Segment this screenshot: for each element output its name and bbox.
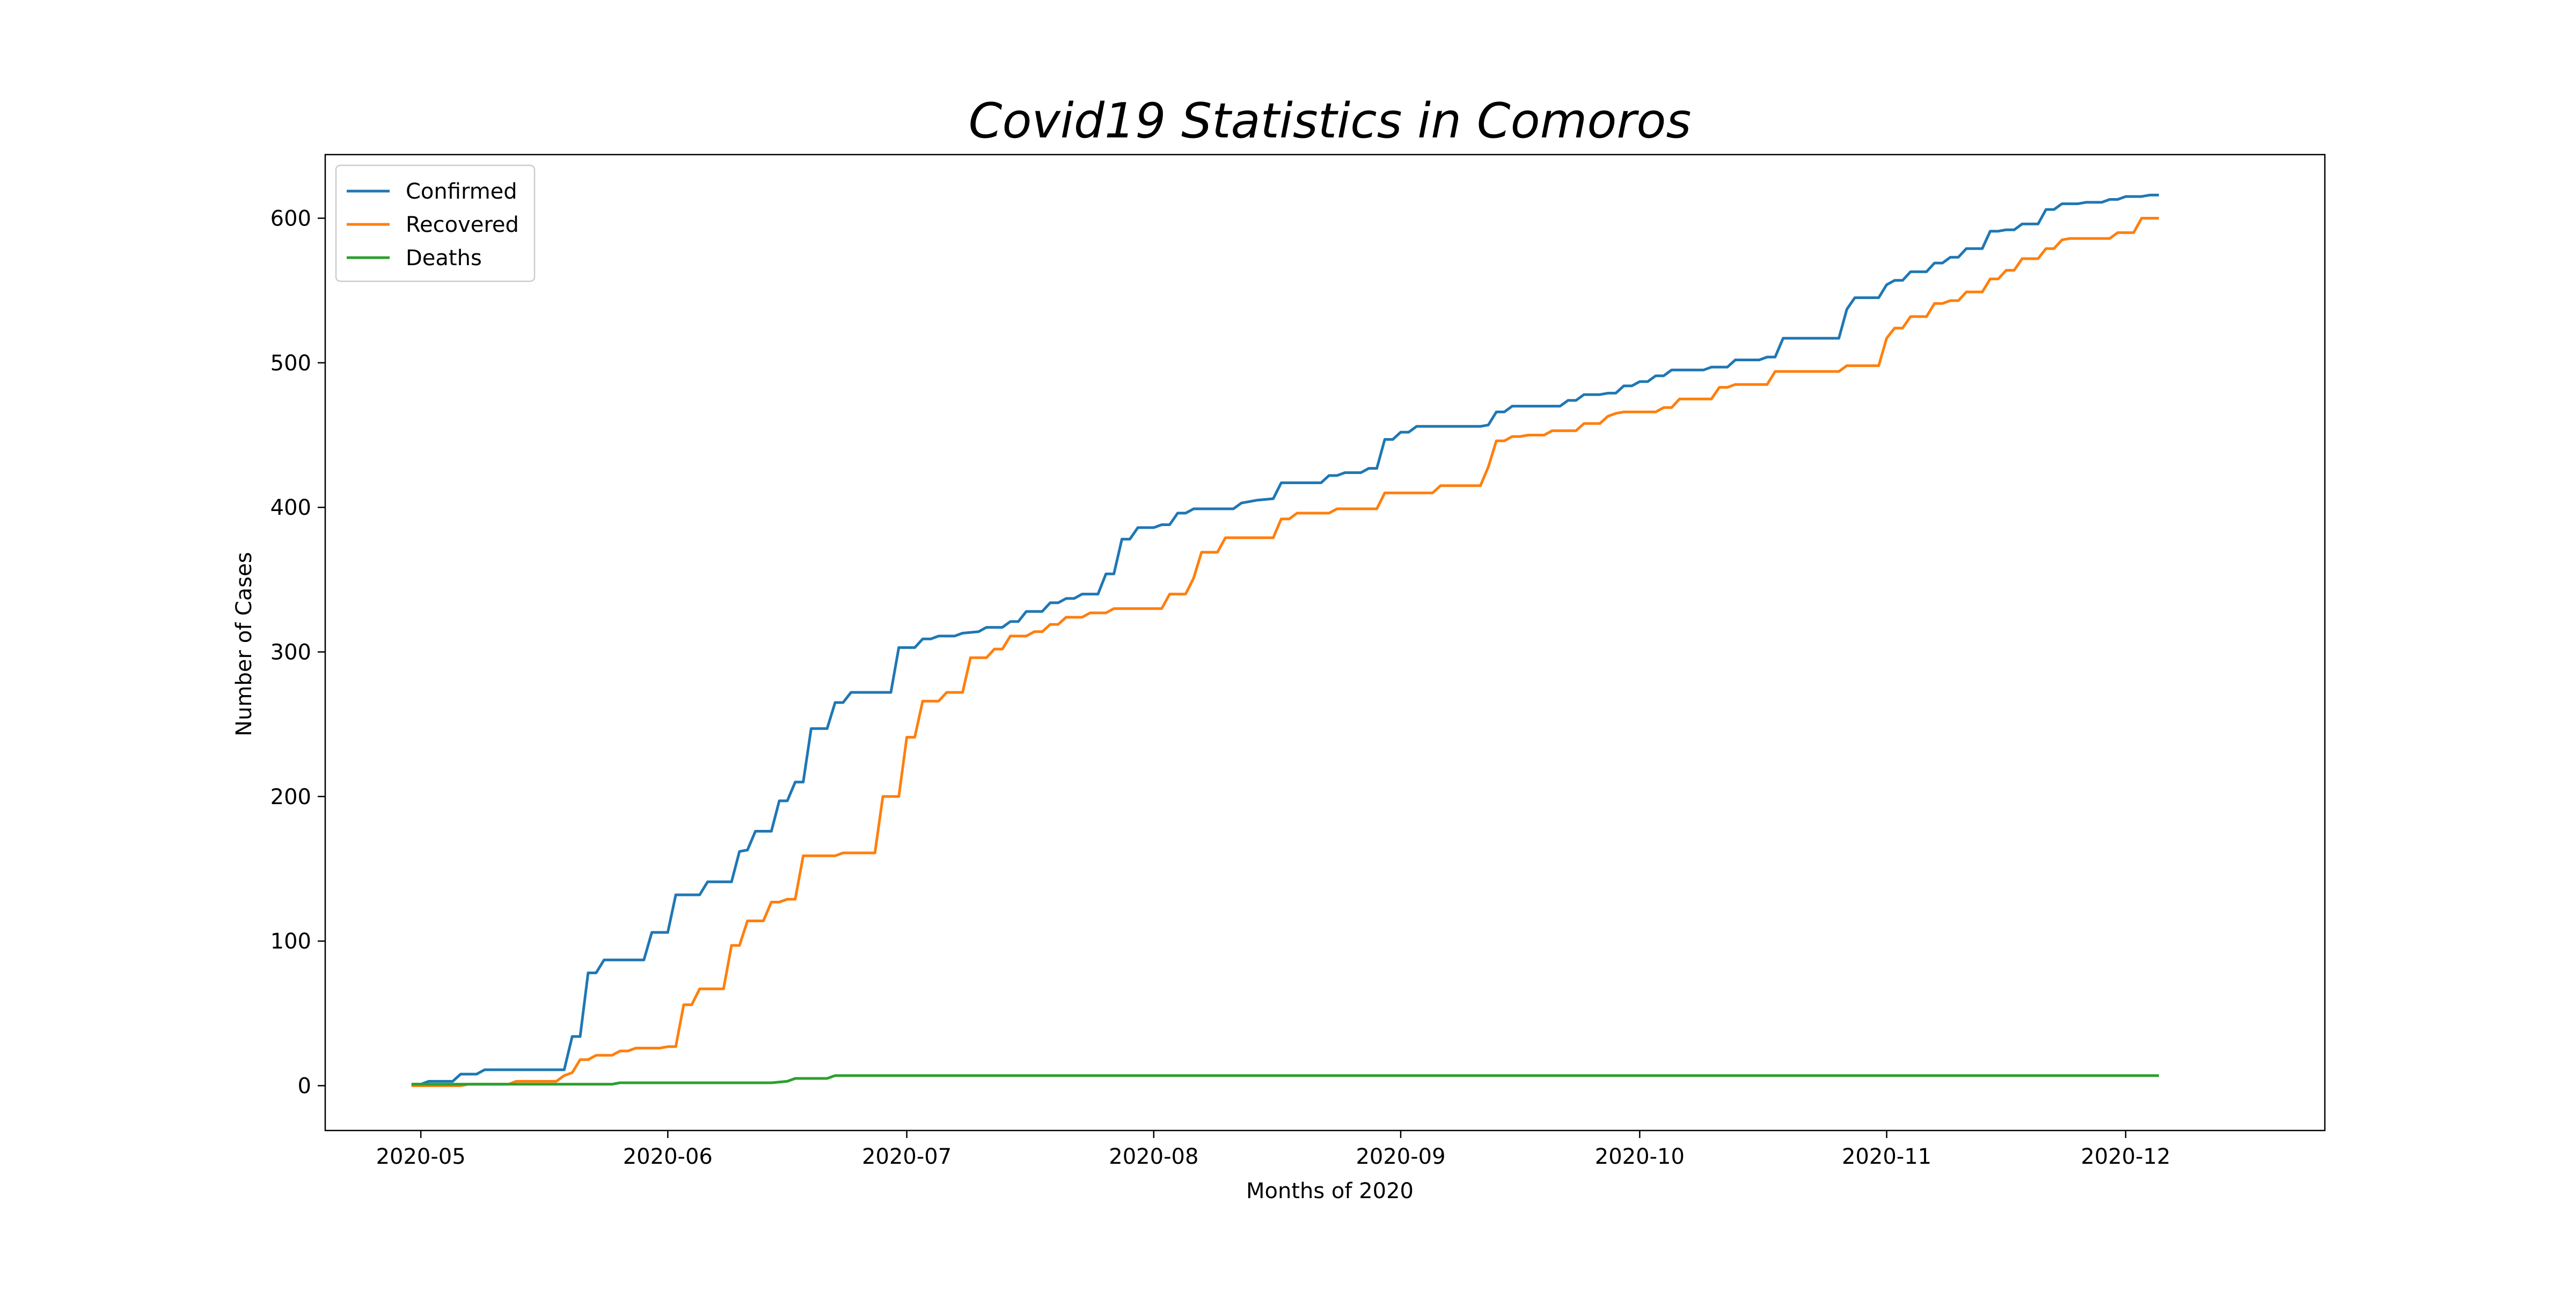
plot-frame — [324, 154, 2326, 1132]
y-tick-label: 300 — [270, 640, 311, 665]
x-tick-label: 2020-11 — [1842, 1144, 1931, 1169]
x-tick-label: 2020-06 — [623, 1144, 713, 1169]
x-tick-label: 2020-05 — [376, 1144, 466, 1169]
series-line-recovered — [411, 217, 2159, 1087]
x-tick-label: 2020-07 — [862, 1144, 952, 1169]
series-line-deaths — [411, 1074, 2159, 1086]
legend: Confirmed Recovered Deaths — [335, 164, 536, 282]
y-axis: 0 100 200 300 400 500 600 — [270, 207, 325, 1099]
y-tick-label: 500 — [270, 351, 311, 376]
x-tick-label: 2020-09 — [1356, 1144, 1445, 1169]
y-tick-label: 200 — [270, 785, 311, 809]
x-axis: 2020-05 2020-06 2020-07 2020-08 2020-09 2020-… — [376, 1130, 2170, 1169]
x-tick-label: 2020-10 — [1595, 1144, 1685, 1169]
y-tick-label: 600 — [270, 207, 311, 231]
y-axis-label: Number of Cases — [232, 552, 257, 736]
y-tick-label: 100 — [270, 929, 311, 954]
legend-label-confirmed: Confirmed — [406, 179, 517, 204]
plot-area — [324, 154, 2326, 1132]
y-tick-label: 0 — [298, 1074, 311, 1099]
chart-title: Covid19 Statistics in Comoros — [969, 93, 1692, 149]
x-tick-label: 2020-12 — [2081, 1144, 2170, 1169]
x-axis-label: Months of 2020 — [1246, 1179, 1414, 1204]
legend-box — [335, 164, 536, 282]
x-tick-label: 2020-08 — [1109, 1144, 1198, 1169]
legend-label-recovered: Recovered — [406, 213, 519, 237]
legend-label-deaths: Deaths — [406, 246, 482, 271]
y-tick-label: 400 — [270, 495, 311, 520]
series-line-confirmed — [411, 193, 2159, 1086]
